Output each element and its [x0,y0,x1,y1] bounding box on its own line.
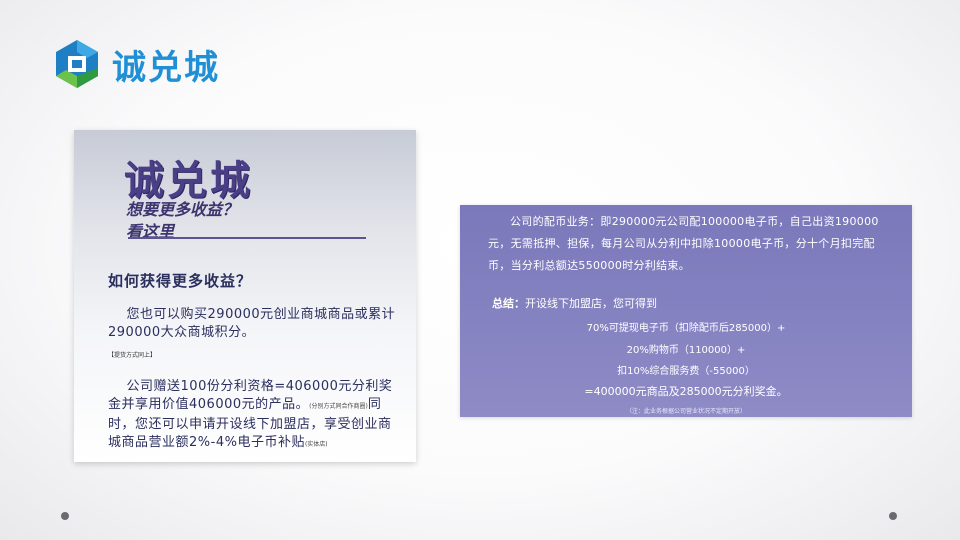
summary-text: 开设线下加盟店，您可得到 [525,297,657,310]
paragraph-bonus-note-b: (实体店) [304,441,328,448]
tagline-2: 看这里 [126,222,175,241]
decorative-dot-left [61,512,69,520]
summary-line-3: 扣10%综合服务费（-55000） [617,366,755,377]
decorative-dot-right [889,512,897,520]
logo-icon [56,40,98,88]
summary: 总结：开设线下加盟店，您可得到 [492,295,657,311]
paragraph-purchase-text: 您也可以购买290000元创业商城商品或累计290000大众商城积分。 [108,307,396,340]
paragraph-bonus-text-b: 同时，您还可以申请开设线下加盟店，享受创业商城商品营业额2%-4%电子币补贴 [108,397,392,450]
logo-text: 诚兑城 [112,47,220,88]
summary-line-4: =400000元商品及285000元分利奖金。 [584,385,788,398]
panel-brand: 诚兑城 [124,158,253,204]
promo-panel: 诚兑城 想要更多收益？ 看这里 如何获得更多收益？ 您也可以购买290000元创… [74,130,416,462]
section-heading: 如何获得更多收益？ [108,272,253,290]
tagline-1: 想要更多收益？ [126,200,239,219]
divider [128,237,366,239]
summary-label: 总结： [492,297,525,310]
summary-line-2: 20%购物币（110000）+ [626,345,746,356]
summary-line-1: 70%可提现电子币（扣除配币后285000）+ [586,323,786,334]
paragraph-purchase-note: 【提货方式同上】 [108,352,157,359]
business-description: 公司的配币业务：即290000元公司配100000电子币，自己出资190000元… [488,215,879,272]
paragraph-bonus-note: (分别方式同合作商圈) [309,403,368,410]
business-note: （注：此业务根据公司营业状况不定期开放） [625,408,746,415]
paragraph-purchase: 您也可以购买290000元创业商城商品或累计290000大众商城积分。 [108,306,398,342]
paragraph-bonus: 公司赠送100份分利资格=406000元分利奖金并享用价值406000元的产品。… [108,378,398,454]
brand-logo: 诚兑城 [52,38,220,90]
business-panel: 公司的配币业务：即290000元公司配100000电子币，自己出资190000元… [460,205,912,417]
paragraph-bonus-text: 公司赠送100份分利资格=406000元分利奖金并享用价值406000元的产品。 [108,379,393,412]
